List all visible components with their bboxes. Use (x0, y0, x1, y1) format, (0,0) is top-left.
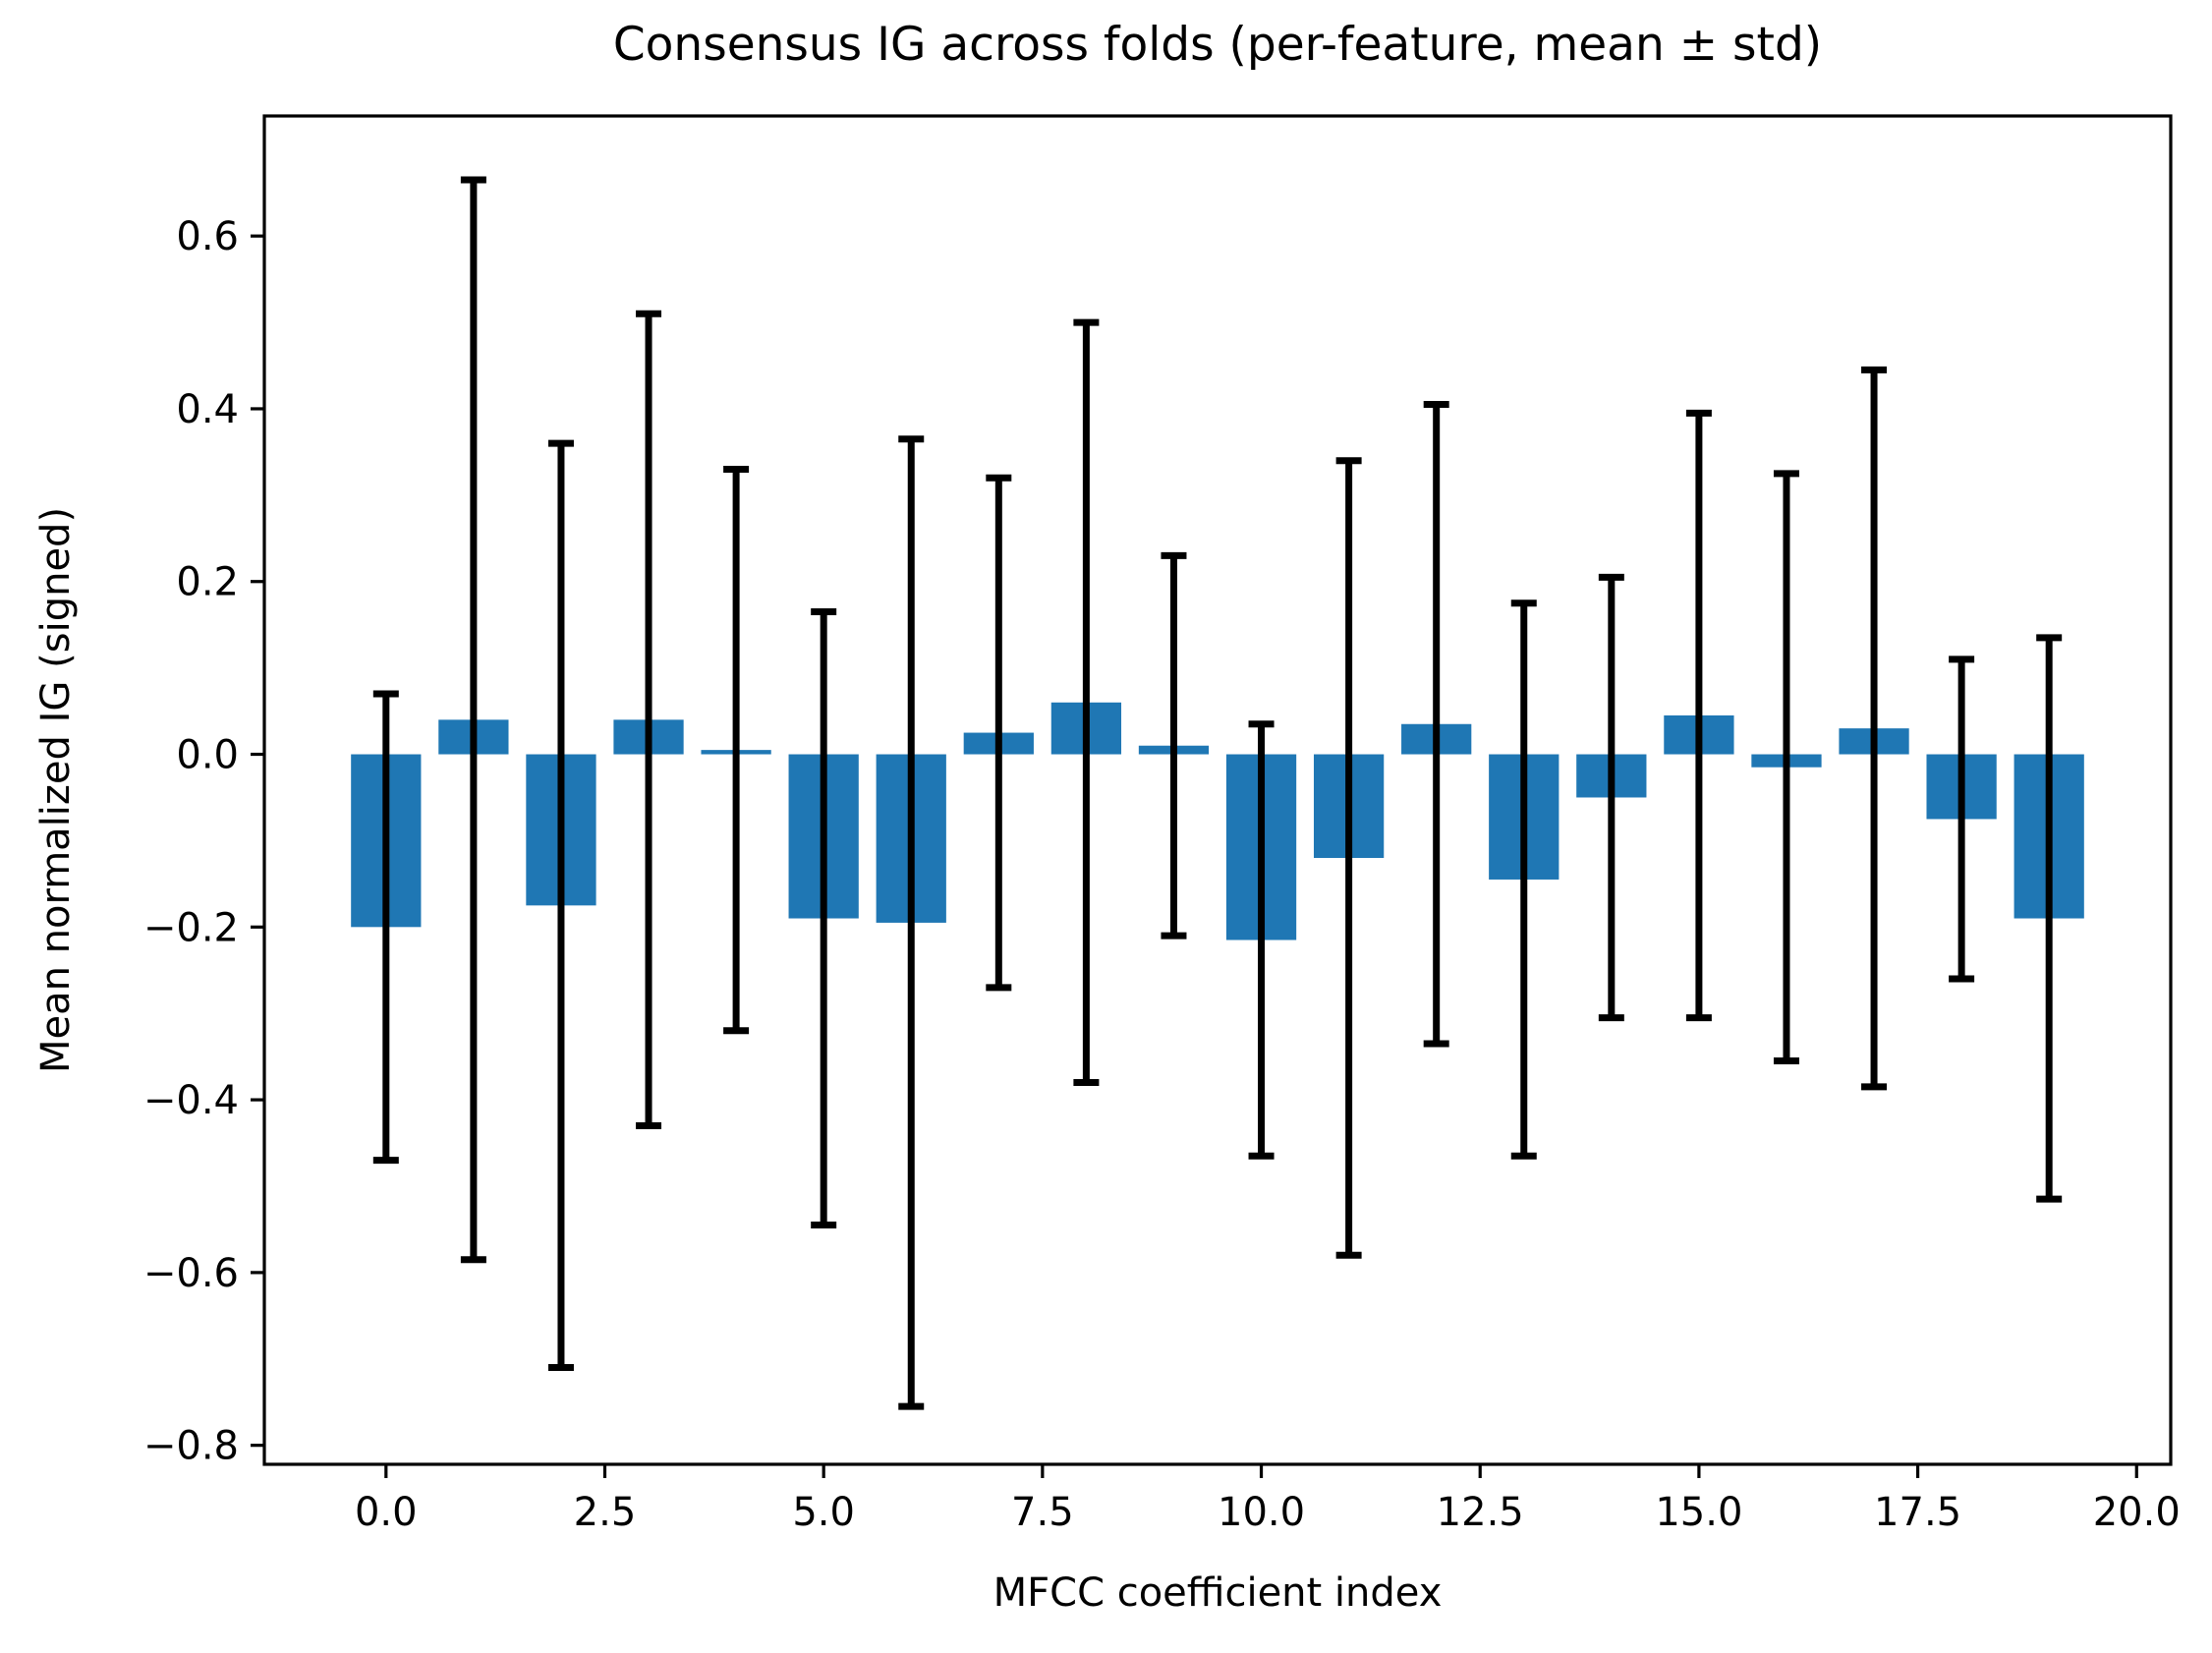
x-tick-label: 7.5 (1011, 1490, 1074, 1535)
x-tick-label: 17.5 (1874, 1490, 1961, 1535)
y-tick-label: −0.6 (143, 1251, 239, 1296)
x-axis-label: MFCC coefficient index (993, 1570, 1443, 1616)
y-tick-label: 0.4 (176, 387, 239, 432)
x-tick-label: 5.0 (792, 1490, 855, 1535)
y-tick-label: 0.2 (176, 560, 239, 605)
y-tick-label: −0.2 (143, 905, 239, 950)
x-tick-label: 20.0 (2093, 1490, 2181, 1535)
y-tick-label: 0.0 (176, 733, 239, 778)
x-tick-label: 0.0 (355, 1490, 418, 1535)
axes-spines (262, 114, 2173, 1466)
chart-title: Consensus IG across folds (per-feature, … (612, 18, 1823, 72)
y-tick-label: 0.6 (176, 214, 239, 259)
x-tick-label: 15.0 (1655, 1490, 1742, 1535)
x-tick-label: 2.5 (574, 1490, 637, 1535)
x-tick-label: 12.5 (1437, 1490, 1524, 1535)
x-tick-label: 10.0 (1218, 1490, 1305, 1535)
y-tick-label: −0.8 (143, 1424, 239, 1469)
y-tick-label: −0.4 (143, 1078, 239, 1123)
